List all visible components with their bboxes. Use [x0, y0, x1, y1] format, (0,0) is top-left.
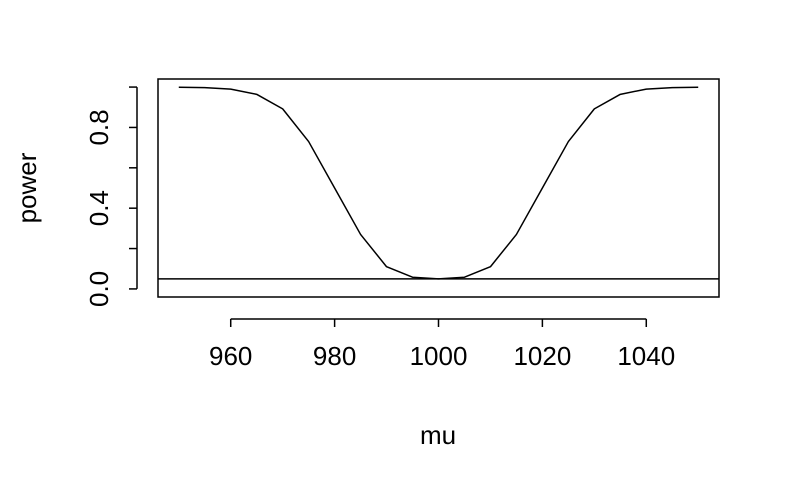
x-tick-label: 980 — [313, 341, 356, 371]
y-tick-label: 0.0 — [84, 271, 114, 307]
x-axis: 960 980 1000 1020 1040 — [209, 318, 675, 371]
plot-area — [158, 86, 719, 280]
x-axis-label: mu — [420, 420, 456, 450]
y-axis: 0.0 0.4 0.8 — [84, 86, 138, 307]
plot-frame — [157, 78, 720, 298]
y-axis-label: power — [12, 152, 42, 223]
x-tick-label: 1040 — [617, 341, 675, 371]
x-tick-label: 1020 — [513, 341, 571, 371]
y-tick-label: 0.4 — [84, 190, 114, 226]
power-curve-line — [178, 86, 699, 280]
x-tick-label: 960 — [209, 341, 252, 371]
y-tick-label: 0.8 — [84, 109, 114, 145]
x-tick-label: 1000 — [410, 341, 468, 371]
